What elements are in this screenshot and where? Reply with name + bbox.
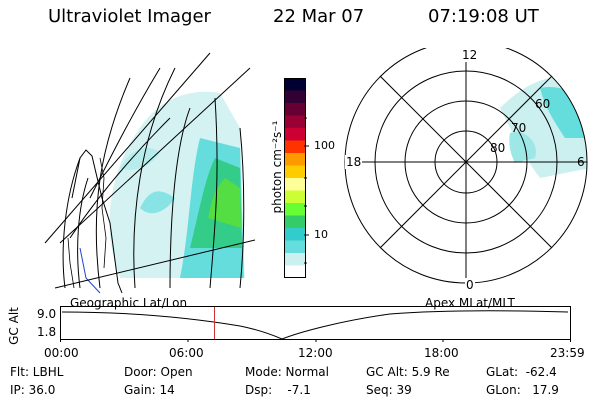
colorbar-cell (284, 228, 306, 241)
gain-readout: Gain: 14 (124, 383, 175, 397)
colorbar-cell (284, 153, 306, 166)
colorbar-cell (284, 103, 306, 116)
door-readout: Door: Open (124, 365, 193, 379)
colorbar-tick-100: 100 (314, 139, 335, 152)
altitude-ytick-low: 1.8 (37, 325, 57, 339)
geographic-map (44, 52, 256, 294)
colorbar-cell (284, 115, 306, 129)
time-label: 07:19:08 UT (428, 6, 539, 27)
colorbar-tick-10: 10 (314, 228, 328, 241)
altitude-xtick-0600: 06:00 (169, 346, 204, 360)
altitude-plot (60, 306, 571, 342)
mlt-label-18: 18 (345, 155, 363, 169)
mlt-label-0: 0 (465, 278, 475, 292)
ip-readout: IP: 36.0 (10, 383, 56, 397)
colorbar-cell (284, 128, 306, 141)
colorbar-cell (284, 265, 306, 278)
mlat-label-70: 70 (511, 121, 527, 135)
colorbar-cell (284, 165, 306, 179)
colorbar-cell (284, 203, 306, 216)
altitude-xtick-1200: 12:00 (298, 346, 333, 360)
dsp-readout: Dsp: -7.1 (245, 383, 311, 397)
mode-readout: Mode: Normal (245, 365, 329, 379)
colorbar-unit-label: photon cm⁻²s⁻¹ (270, 120, 284, 214)
colorbar-cell (284, 215, 306, 229)
colorbar-tick-marks (304, 117, 309, 264)
color-scale-bar (284, 78, 306, 278)
mlat-label-60: 60 (535, 97, 551, 111)
altitude-xtick-0000: 00:00 (44, 346, 79, 360)
glat-readout: GLat: -62.4 (486, 365, 557, 379)
polar-mlat-mlt-map (344, 48, 588, 284)
mlt-label-12: 12 (461, 48, 479, 62)
instrument-title: Ultraviolet Imager (48, 6, 211, 27)
colorbar-cell (284, 240, 306, 254)
altitude-ytick-high: 9.0 (37, 307, 57, 321)
altitude-ylabel: GC Alt (7, 307, 21, 345)
colorbar-cell (284, 140, 306, 154)
date-label: 22 Mar 07 (273, 6, 365, 27)
mlt-label-6: 6 (577, 155, 585, 169)
seq-readout: Seq: 39 (366, 383, 412, 397)
colorbar-cell (284, 78, 306, 91)
mlat-label-80: 80 (490, 141, 506, 155)
colorbar-cell (284, 178, 306, 191)
colorbar-cell (284, 190, 306, 204)
filter-readout: Flt: LBHL (10, 365, 64, 379)
glon-readout: GLon: 17.9 (486, 383, 559, 397)
colorbar-cell (284, 90, 306, 104)
gc-alt-readout: GC Alt: 5.9 Re (366, 365, 450, 379)
colorbar-cell (284, 253, 306, 266)
altitude-xtick-1800: 18:00 (424, 346, 459, 360)
altitude-xtick-2359: 23:59 (550, 346, 585, 360)
